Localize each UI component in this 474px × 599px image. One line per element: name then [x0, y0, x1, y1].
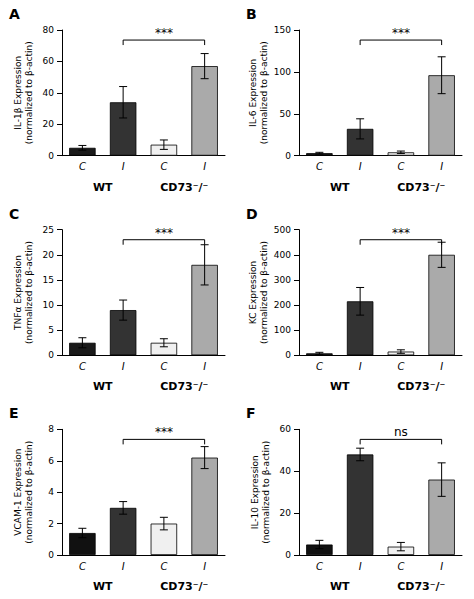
svg-text:10: 10: [43, 300, 55, 310]
svg-text:WT: WT: [93, 181, 113, 194]
svg-text:40: 40: [43, 88, 55, 98]
svg-text:C: C: [397, 561, 404, 572]
svg-text:IL-10 Expression: IL-10 Expression: [250, 455, 260, 529]
svg-text:C: C: [397, 361, 404, 372]
svg-text:(normalized to β-actin): (normalized to β-actin): [259, 41, 269, 144]
svg-text:4: 4: [48, 487, 54, 497]
svg-text:50: 50: [280, 109, 292, 119]
svg-text:I: I: [440, 161, 443, 172]
svg-text:400: 400: [274, 250, 291, 260]
svg-text:I: I: [122, 361, 125, 372]
svg-text:D: D: [246, 206, 258, 222]
svg-text:0: 0: [285, 350, 291, 360]
svg-text:I: I: [203, 161, 206, 172]
svg-text:80: 80: [43, 25, 55, 35]
svg-text:60: 60: [280, 424, 292, 434]
svg-text:WT: WT: [93, 380, 113, 393]
svg-text:0: 0: [48, 350, 54, 360]
svg-text:25: 25: [43, 225, 54, 235]
svg-text:I: I: [203, 361, 206, 372]
svg-text:C: C: [160, 561, 167, 572]
svg-text:100: 100: [274, 67, 291, 77]
svg-text:20: 20: [280, 508, 292, 518]
svg-text:(normalized to β-actin): (normalized to β-actin): [259, 241, 269, 344]
svg-text:150: 150: [274, 25, 291, 35]
svg-text:CD73⁻/⁻: CD73⁻/⁻: [397, 580, 445, 593]
svg-text:I: I: [122, 561, 125, 572]
svg-text:***: ***: [155, 26, 173, 40]
svg-text:0: 0: [285, 151, 291, 161]
svg-text:I: I: [440, 361, 443, 372]
svg-text:20: 20: [43, 250, 55, 260]
svg-text:I: I: [359, 561, 362, 572]
svg-text:WT: WT: [330, 181, 350, 194]
svg-text:0: 0: [48, 550, 54, 560]
svg-text:CD73⁻/⁻: CD73⁻/⁻: [160, 380, 208, 393]
svg-text:300: 300: [274, 275, 291, 285]
svg-text:***: ***: [392, 26, 410, 40]
svg-text:IL-6 Expression: IL-6 Expression: [248, 59, 258, 127]
svg-text:(normalized to β-actin): (normalized to β-actin): [24, 241, 34, 344]
svg-text:200: 200: [274, 300, 291, 310]
svg-text:***: ***: [392, 226, 410, 240]
svg-text:ns: ns: [394, 425, 408, 439]
svg-text:E: E: [9, 405, 19, 421]
svg-text:B: B: [246, 6, 257, 22]
svg-text:C: C: [9, 206, 19, 222]
svg-text:(normalized to β-actin): (normalized to β-actin): [24, 41, 34, 144]
svg-text:I: I: [122, 161, 125, 172]
svg-text:F: F: [246, 405, 256, 421]
svg-text:CD73⁻/⁻: CD73⁻/⁻: [397, 181, 445, 194]
svg-text:I: I: [203, 561, 206, 572]
svg-text:CD73⁻/⁻: CD73⁻/⁻: [397, 380, 445, 393]
svg-text:I: I: [440, 561, 443, 572]
svg-text:CD73⁻/⁻: CD73⁻/⁻: [160, 181, 208, 194]
svg-text:***: ***: [155, 226, 173, 240]
svg-text:100: 100: [274, 325, 291, 335]
svg-text:KC Expression: KC Expression: [248, 261, 258, 324]
svg-text:***: ***: [155, 425, 173, 439]
svg-text:0: 0: [48, 151, 54, 161]
svg-text:500: 500: [274, 225, 291, 235]
svg-text:2: 2: [48, 519, 54, 529]
svg-text:5: 5: [48, 325, 54, 335]
svg-text:C: C: [316, 361, 323, 372]
svg-text:40: 40: [280, 466, 292, 476]
svg-text:WT: WT: [330, 380, 350, 393]
svg-text:(normalized to β-actin): (normalized to β-actin): [24, 441, 34, 544]
svg-text:C: C: [160, 161, 167, 172]
svg-text:C: C: [316, 561, 323, 572]
svg-text:I: I: [359, 161, 362, 172]
svg-text:0: 0: [285, 550, 291, 560]
svg-text:IL-1β Expression: IL-1β Expression: [13, 56, 23, 130]
svg-text:TNFα Expression: TNFα Expression: [13, 255, 23, 331]
svg-text:6: 6: [48, 456, 54, 466]
svg-text:WT: WT: [93, 580, 113, 593]
svg-text:8: 8: [48, 424, 54, 434]
svg-text:C: C: [397, 161, 404, 172]
svg-text:I: I: [359, 361, 362, 372]
svg-text:20: 20: [43, 119, 55, 129]
svg-text:WT: WT: [330, 580, 350, 593]
svg-text:C: C: [79, 361, 86, 372]
svg-text:C: C: [316, 161, 323, 172]
svg-text:C: C: [79, 161, 86, 172]
svg-text:C: C: [79, 561, 86, 572]
svg-text:C: C: [160, 361, 167, 372]
svg-text:60: 60: [43, 56, 55, 66]
svg-text:CD73⁻/⁻: CD73⁻/⁻: [160, 580, 208, 593]
svg-text:15: 15: [43, 275, 54, 285]
svg-text:VCAM-1 Expression: VCAM-1 Expression: [13, 449, 23, 536]
svg-text:(normalized to β-actin): (normalized to β-actin): [261, 441, 271, 544]
svg-text:A: A: [9, 6, 20, 22]
